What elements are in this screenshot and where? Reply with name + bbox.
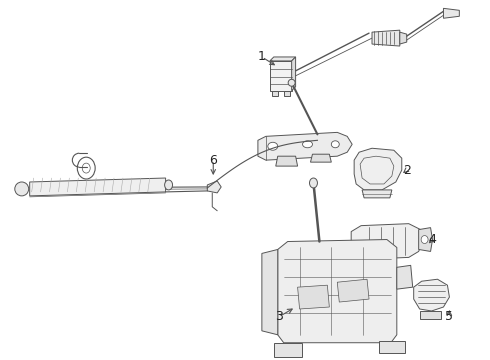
Polygon shape [379,341,405,353]
Ellipse shape [268,142,278,150]
Text: 6: 6 [209,154,217,167]
Polygon shape [258,132,352,160]
Polygon shape [419,311,441,319]
Polygon shape [354,148,402,190]
Polygon shape [270,61,292,91]
Polygon shape [207,181,221,193]
Polygon shape [297,285,329,309]
Ellipse shape [302,141,313,148]
Ellipse shape [310,178,318,188]
Polygon shape [397,265,413,289]
Ellipse shape [82,163,90,173]
Polygon shape [284,91,290,96]
Ellipse shape [331,141,339,148]
Text: 3: 3 [275,310,283,323]
Ellipse shape [165,180,172,190]
Polygon shape [292,57,295,91]
Polygon shape [443,8,459,18]
Polygon shape [276,156,297,166]
Polygon shape [270,57,295,61]
Text: 2: 2 [403,163,411,176]
Polygon shape [351,224,422,260]
Polygon shape [274,343,301,357]
Polygon shape [278,239,397,343]
Polygon shape [400,32,407,44]
Ellipse shape [288,79,295,86]
Polygon shape [337,279,369,302]
Text: 5: 5 [445,310,453,323]
Polygon shape [311,154,331,162]
Polygon shape [262,249,278,335]
Ellipse shape [421,235,428,243]
Ellipse shape [15,182,29,196]
Text: 4: 4 [429,233,437,246]
Text: 1: 1 [258,50,266,63]
Polygon shape [272,91,278,96]
Polygon shape [418,228,433,251]
Polygon shape [30,178,166,196]
Polygon shape [414,279,449,311]
Polygon shape [372,30,400,46]
Polygon shape [362,190,392,198]
